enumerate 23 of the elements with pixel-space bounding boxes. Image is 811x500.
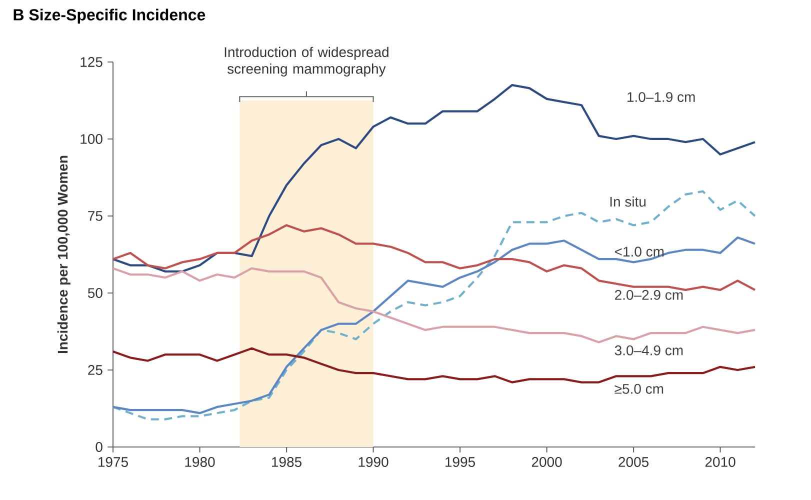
y-tick-label: 25 xyxy=(88,365,102,375)
x-tick-label: 1990 xyxy=(358,457,388,467)
x-tick-label: 2010 xyxy=(705,457,736,467)
series-label: ≥5.0 cm xyxy=(614,384,664,394)
text: 1.0–1.9 cm xyxy=(628,92,695,102)
x-tick-label: 1985 xyxy=(272,457,302,467)
series-label: 3.0–4.9 cm xyxy=(614,345,683,356)
y-tick-label: 125 xyxy=(80,57,102,67)
x-tick-label: 1980 xyxy=(185,457,215,467)
y-tick-label: 50 xyxy=(88,288,102,298)
x-tick-label: 1975 xyxy=(98,457,128,467)
series-label: 2.0–2.9 cm xyxy=(615,290,683,300)
series-label: In situ xyxy=(610,196,646,207)
x-tick-label: 2005 xyxy=(618,457,649,467)
chart-title: B Size-Specific Incidence xyxy=(14,8,206,24)
y-tick-label: 100 xyxy=(80,134,102,144)
x-tick-label: 1995 xyxy=(446,457,475,467)
series-label: <1.0 cm xyxy=(615,246,664,257)
x-tick-label: 2000 xyxy=(532,457,562,467)
y-tick-label: 75 xyxy=(88,211,102,221)
y-axis-title: Incidence per 100,000 Women xyxy=(57,156,70,354)
y-tick-label: 0 xyxy=(96,442,102,452)
band-label: Introduction of widespread screening mammography xyxy=(224,46,388,77)
